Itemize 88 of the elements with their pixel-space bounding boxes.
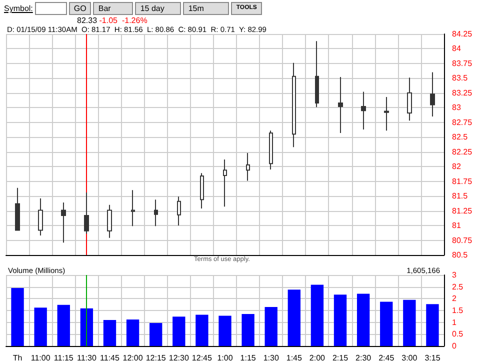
- candlestick: [361, 91, 366, 130]
- y-tick-label: 3: [452, 270, 457, 280]
- x-tick-label: 11:45: [100, 354, 120, 362]
- x-tick-label: Th: [12, 354, 22, 362]
- x-tick-label: 11:00: [30, 354, 51, 362]
- y-tick-label: 83.5: [452, 74, 468, 83]
- candlestick: [131, 190, 135, 227]
- x-tick-label: 3:15: [424, 354, 441, 362]
- text: -1.05: [99, 16, 118, 25]
- bar: [172, 316, 186, 346]
- candlestick: [38, 198, 43, 236]
- x-tick-label: 1:00: [217, 354, 234, 362]
- x-tick-label: 2:45: [378, 354, 395, 362]
- y-tick-label: 84.25: [452, 30, 473, 38]
- x-tick-label: 12:45: [192, 354, 212, 362]
- y-tick-label: 0.5: [452, 330, 464, 339]
- candlestick: [223, 159, 227, 208]
- x-tick-label: 2:15: [332, 354, 349, 362]
- text: -1.26%: [122, 16, 148, 25]
- bar: [196, 314, 208, 346]
- y-tick-label: 83: [452, 103, 462, 112]
- y-tick-label: 84: [452, 44, 462, 54]
- candlestick: [269, 130, 273, 170]
- bar: [403, 300, 416, 346]
- candlestick: [430, 72, 435, 118]
- y-tick-label: 83.25: [452, 88, 473, 98]
- text: Symbol:: [4, 4, 33, 13]
- y-tick-label: 82.25: [452, 147, 473, 156]
- bar: [380, 302, 393, 346]
- x-tick-label: 11:15: [54, 354, 74, 362]
- bar: [310, 284, 324, 346]
- bar: [103, 320, 116, 346]
- y-tick-label: 82.75: [452, 118, 473, 127]
- bar: [34, 308, 47, 346]
- bar: [218, 316, 232, 346]
- x-tick-label: 11:30: [76, 354, 97, 362]
- y-tick-label: 2: [452, 294, 457, 304]
- bar: [150, 323, 162, 346]
- x-tick-label: 2:30: [356, 354, 372, 362]
- candlestick: [246, 152, 250, 182]
- candlestick: [407, 77, 412, 122]
- y-tick-label: 81.75: [452, 176, 473, 186]
- bar: [57, 304, 70, 346]
- x-tick-label: 1:30: [263, 354, 280, 362]
- candlestick: [315, 40, 319, 108]
- y-tick-label: 81: [452, 221, 462, 230]
- x-tick-label: 2:00: [309, 354, 326, 362]
- x-tick-label: 12:15: [146, 354, 166, 362]
- y-tick-label: 82.5: [452, 132, 468, 142]
- bar: [264, 306, 278, 346]
- bar: [80, 308, 94, 346]
- x-tick-label: 12:30: [168, 354, 190, 362]
- candlestick: [107, 204, 112, 238]
- candlestick: [177, 196, 181, 226]
- bar: [288, 290, 300, 346]
- bar: [242, 314, 254, 346]
- x-tick-label: 3:00: [402, 354, 418, 362]
- y-tick-label: 1: [452, 318, 457, 327]
- text: 82.33: [77, 16, 98, 25]
- candlestick: [61, 202, 66, 244]
- y-tick-label: 80.75: [452, 236, 473, 245]
- candlestick: [154, 199, 158, 227]
- y-tick-label: 0: [452, 342, 457, 350]
- candlestick: [292, 62, 296, 148]
- bar: [11, 288, 24, 346]
- y-tick-label: 81.5: [452, 192, 468, 201]
- candlestick: [15, 187, 20, 231]
- y-tick-label: 1.5: [452, 306, 464, 315]
- bar: [356, 294, 370, 346]
- y-tick-label: 82: [452, 162, 462, 172]
- candlestick: [338, 76, 343, 134]
- x-tick-label: 1:15: [240, 354, 256, 362]
- candlestick: [200, 172, 204, 209]
- y-tick-label: 81.25: [452, 206, 473, 216]
- x-tick-label: 1:45: [286, 354, 302, 362]
- text: 15m: [183, 2, 230, 15]
- candlestick: [384, 96, 389, 132]
- bar: [126, 319, 140, 346]
- y-tick-label: 2.5: [452, 282, 464, 292]
- bar: [334, 294, 347, 346]
- candlestick: [84, 192, 89, 234]
- y-tick-label: 80.5: [452, 250, 468, 260]
- x-tick-label: 12:00: [122, 354, 144, 362]
- text: Bar: [93, 2, 134, 15]
- text: GO: [68, 2, 92, 15]
- y-tick-label: 83.75: [452, 58, 473, 68]
- bar: [426, 304, 439, 346]
- text: 15 day: [135, 2, 182, 15]
